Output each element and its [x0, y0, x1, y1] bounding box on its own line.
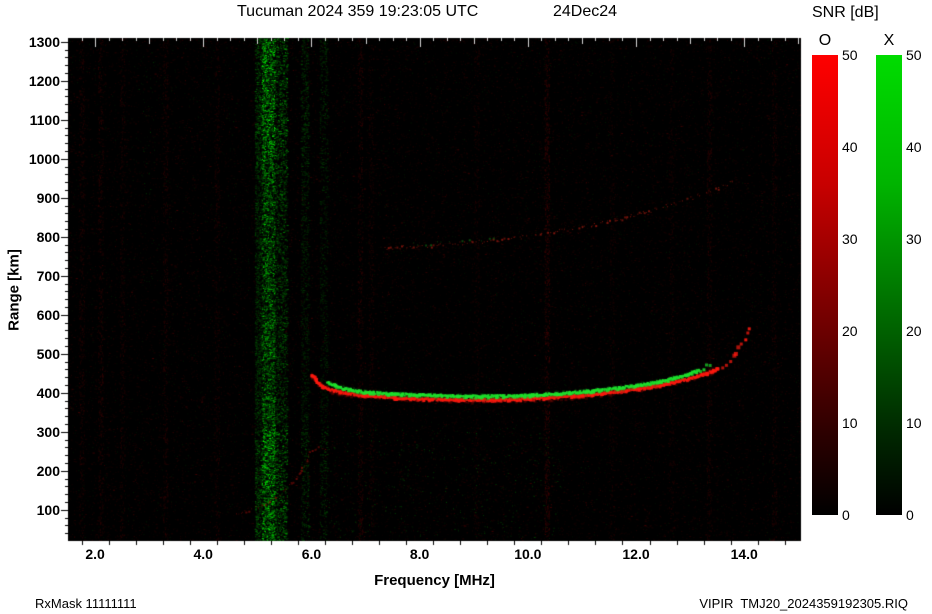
colorbar-o-tick-label: 10 [842, 415, 858, 431]
y-tick-label: 1200 [28, 72, 60, 89]
data-filename: VIPIR TMJ20_2024359192305.RIQ [699, 596, 908, 611]
colorbar-o-tick-label: 0 [842, 507, 850, 523]
y-tick-label: 500 [36, 345, 60, 362]
colorbar-x-label: X [883, 32, 895, 49]
colorbar-x-tick-label: 40 [906, 139, 922, 155]
colorbar-o-tick-label: 50 [842, 47, 858, 63]
x-tick-label: 6.0 [301, 546, 322, 562]
y-tick-label: 800 [36, 228, 60, 245]
colorbar-x-tick-label: 50 [906, 47, 922, 63]
colorbar-x-tick-label: 0 [906, 507, 914, 523]
y-tick-label: 200 [36, 462, 60, 479]
y-tick-label: 300 [36, 423, 60, 440]
page-title: Tucuman 2024 359 19:23:05 UTC [237, 3, 479, 20]
rxmask-status: RxMask 11111111 [35, 596, 137, 611]
colorbar-o-tick-label: 40 [842, 139, 858, 155]
y-tick-label: 900 [36, 189, 60, 206]
y-tick-label: 1000 [28, 150, 60, 167]
y-tick-label: 700 [36, 267, 60, 284]
colorbar-x-gradient [876, 55, 902, 515]
page-date: 24Dec24 [553, 3, 618, 20]
x-tick-label: 10.0 [514, 546, 542, 562]
colorbar-o-tick-label: 30 [842, 231, 858, 247]
colorbar-x-tick-label: 30 [906, 231, 922, 247]
x-tick-label: 4.0 [193, 546, 213, 562]
x-tick-label: 8.0 [409, 546, 430, 562]
y-tick-label: 1300 [28, 33, 60, 50]
y-tick-label: 600 [36, 306, 60, 323]
y-tick-label: 100 [36, 501, 60, 518]
x-tick-label: 14.0 [730, 546, 758, 562]
x-tick-label: 2.0 [85, 546, 105, 562]
colorbar-o-tick-label: 20 [842, 323, 858, 339]
colorbar-o-gradient [812, 55, 838, 515]
colorbar-title: SNR [dB] [812, 4, 879, 21]
x-axis-title: Frequency [MHz] [374, 572, 495, 589]
y-tick-label: 1100 [29, 111, 60, 128]
colorbar-o-label: O [818, 32, 832, 49]
colorbar-x-tick-label: 20 [906, 323, 922, 339]
y-tick-label: 400 [36, 384, 60, 401]
x-tick-label: 12.0 [622, 546, 650, 562]
colorbar-x-tick-label: 10 [906, 415, 922, 431]
